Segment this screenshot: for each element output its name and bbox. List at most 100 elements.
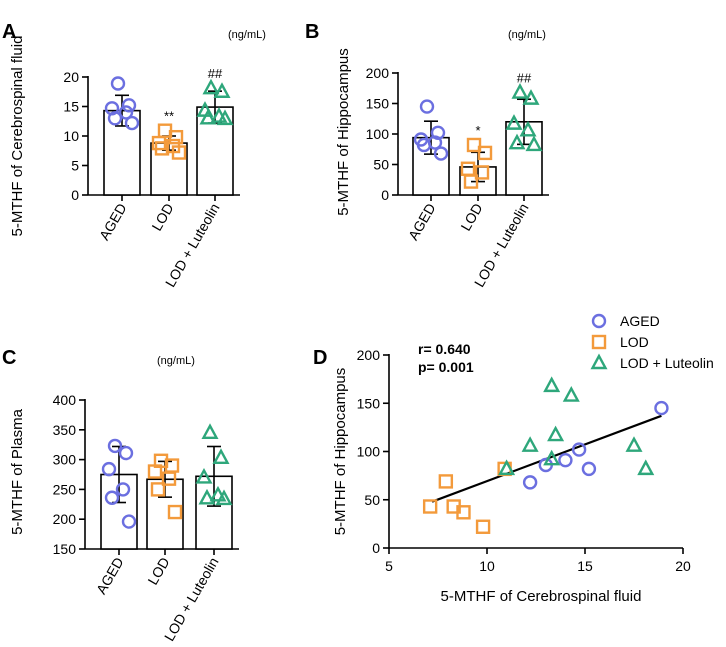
data-point [118, 105, 134, 120]
legend-marker [591, 313, 607, 329]
y-axis-unit: (ng/mL) [508, 29, 546, 41]
panel-letter: B [305, 21, 319, 43]
data-point [625, 436, 643, 452]
data-point [475, 519, 491, 534]
y-tick-label: 50 [364, 492, 380, 508]
legend-label: LOD [620, 334, 649, 350]
significance-mark: ## [517, 71, 532, 86]
legend-marker [590, 353, 608, 370]
panel-C: C 5-MTHF of Plasma (ng/mL) 150 200 250 300 350 4… [2, 347, 239, 644]
y-tick-label: 200 [357, 347, 381, 363]
y-tick-label: 10 [63, 128, 79, 144]
panel-letter: C [2, 347, 16, 369]
x-axis-label: 5-MTHF of Cerebrospinal fluid [441, 588, 642, 605]
panel-letter: A [2, 21, 16, 43]
data-point [212, 448, 230, 465]
data-point [543, 376, 561, 393]
y-axis-label: 5-MTHF of Hippocampus [332, 368, 349, 536]
panel-D: D 0 50 100 150 200 5 10 15 20 5-MTHF of Cerebrospi… [313, 313, 714, 605]
x-tick-label: AGED [405, 201, 439, 243]
y-tick-label: 100 [366, 126, 390, 142]
y-tick-label: 20 [63, 69, 79, 85]
x-tick-label: LOD [144, 555, 172, 588]
data-point [198, 488, 216, 505]
x-tick-label: LOD [148, 201, 176, 234]
x-tick-label: AGED [96, 201, 130, 243]
data-point [474, 165, 490, 180]
y-axis-label: 5-MTHF of Plasma [9, 408, 26, 535]
data-point [637, 459, 655, 476]
panel-letter: D [313, 347, 327, 369]
data-point [571, 442, 587, 457]
data-point [466, 137, 482, 153]
data-point [201, 423, 219, 439]
data-point [522, 89, 540, 105]
data-point [121, 98, 137, 113]
y-tick-label: 0 [71, 187, 79, 203]
data-point [110, 76, 126, 91]
data-point [154, 141, 170, 156]
y-axis-unit: (ng/mL) [157, 355, 195, 367]
data-point [213, 82, 231, 98]
data-point [508, 133, 526, 150]
x-tick-label: LOD + Luteolin [161, 555, 222, 644]
data-point [511, 83, 529, 99]
data-point [433, 146, 449, 161]
legend-marker [591, 334, 607, 350]
legend-label: LOD + Luteolin [620, 355, 714, 371]
x-tick-label: 10 [479, 558, 495, 574]
correlation-r: r= 0.640 [418, 341, 471, 357]
data-point [101, 461, 117, 477]
y-axis-label: 5-MTHF of Cerebrospinal fluid [9, 36, 26, 237]
data-point [416, 137, 432, 153]
data-point [505, 114, 523, 130]
data-point [562, 386, 580, 402]
y-tick-label: 50 [373, 157, 389, 173]
data-point [115, 482, 131, 497]
legend-label: AGED [620, 313, 660, 329]
y-tick-label: 100 [357, 444, 381, 460]
data-point [199, 108, 217, 125]
data-point [209, 485, 227, 502]
data-point [477, 145, 493, 161]
data-point [167, 504, 183, 520]
significance-mark: ## [208, 66, 223, 81]
y-tick-label: 350 [53, 422, 77, 438]
data-point [422, 499, 438, 514]
panel-A: A5-MTHF of Cerebrospinal fluid (ng/mL) 0 5 1… [2, 21, 266, 290]
y-tick-label: 15 [63, 99, 79, 115]
y-tick-label: 150 [366, 96, 390, 112]
data-point [195, 467, 213, 484]
data-point [118, 445, 134, 461]
data-point [521, 436, 539, 452]
significance-mark: * [475, 123, 480, 138]
y-tick-label: 250 [53, 481, 77, 497]
x-tick-label: LOD [457, 201, 485, 234]
data-point [124, 115, 140, 131]
data-point [522, 475, 538, 490]
data-point [215, 489, 233, 506]
x-tick-label: 20 [675, 558, 691, 574]
x-tick-label: AGED [93, 555, 127, 597]
data-point [107, 438, 123, 454]
y-tick-label: 5 [71, 158, 79, 174]
data-point [581, 461, 597, 477]
data-point [547, 425, 565, 442]
y-axis-unit: (ng/mL) [228, 29, 266, 41]
correlation-p: p= 0.001 [418, 359, 474, 375]
data-point [654, 400, 669, 416]
x-tick-label: 5 [385, 558, 393, 574]
data-point [463, 174, 479, 189]
data-point [456, 505, 471, 520]
y-tick-label: 200 [366, 65, 390, 81]
y-tick-label: 0 [372, 540, 380, 556]
data-point [498, 459, 516, 476]
data-point [161, 471, 177, 486]
data-point [419, 99, 435, 114]
y-tick-label: 150 [53, 541, 77, 557]
significance-mark: ** [164, 109, 174, 124]
data-point [107, 111, 123, 126]
data-point [171, 145, 187, 160]
data-point [150, 482, 166, 497]
